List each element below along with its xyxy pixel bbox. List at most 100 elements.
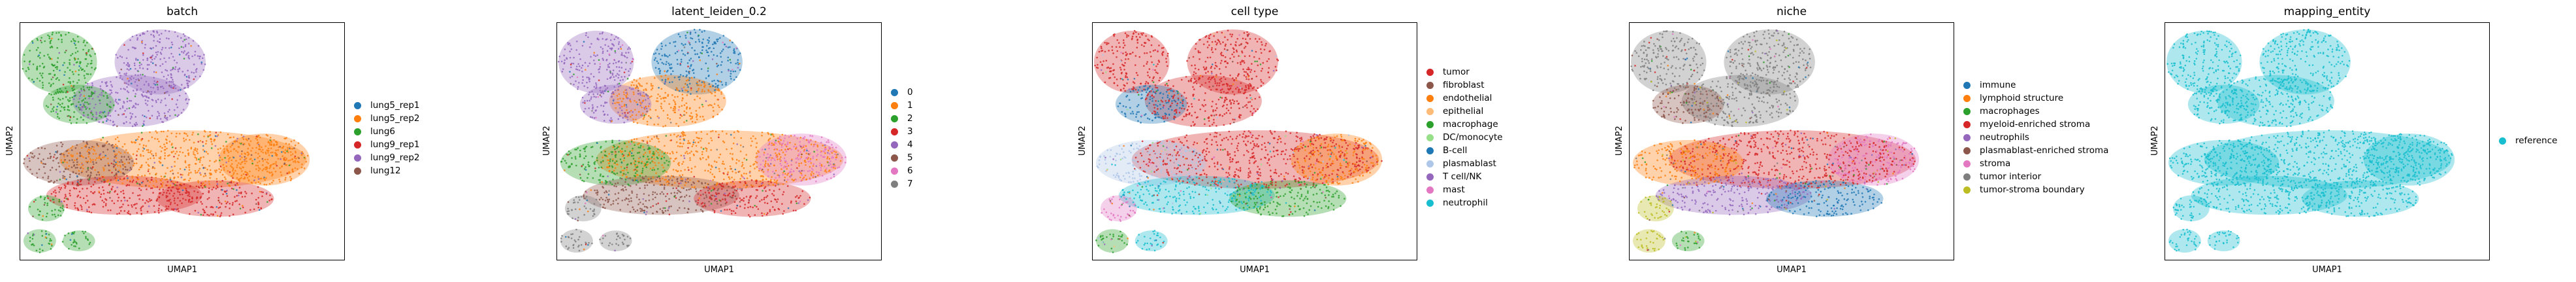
data-point [291, 169, 293, 171]
data-point [233, 156, 235, 159]
legend-marker [891, 141, 898, 149]
data-point [603, 120, 605, 122]
data-point [206, 168, 208, 171]
data-point [681, 105, 683, 107]
data-point [230, 136, 232, 139]
data-point [77, 41, 80, 43]
data-point [700, 158, 702, 160]
data-point [604, 180, 607, 182]
data-point [91, 60, 93, 62]
data-point [592, 75, 595, 78]
data-point [711, 58, 714, 60]
data-point [643, 91, 645, 94]
data-point [129, 197, 131, 200]
data-point [650, 206, 652, 208]
data-point [84, 44, 86, 46]
data-point [280, 174, 283, 176]
data-point [683, 207, 686, 209]
data-point [150, 91, 153, 93]
data-point [148, 91, 150, 93]
data-point [145, 145, 147, 147]
data-point [703, 204, 706, 206]
data-point [178, 210, 180, 212]
data-point [49, 157, 52, 160]
data-point [103, 189, 105, 192]
data-point [136, 154, 138, 156]
data-point [73, 42, 76, 44]
data-point [673, 133, 675, 135]
data-point [723, 141, 726, 143]
data-point [784, 176, 786, 179]
data-point [58, 31, 60, 34]
data-point [630, 88, 633, 90]
data-point [621, 200, 624, 202]
data-point [669, 139, 671, 142]
data-point [143, 84, 146, 86]
data-point [67, 232, 70, 234]
data-point [674, 182, 676, 184]
data-point [677, 145, 679, 147]
data-point [696, 203, 698, 206]
data-point [262, 164, 264, 166]
data-point [94, 90, 96, 93]
data-point [48, 35, 50, 38]
data-point [697, 202, 699, 204]
data-point [59, 171, 61, 173]
data-point [107, 115, 109, 116]
data-point [621, 148, 623, 150]
data-point [782, 140, 785, 142]
data-point [778, 174, 781, 177]
data-point [114, 100, 117, 102]
data-point [150, 157, 152, 160]
data-point [609, 70, 611, 72]
data-point [593, 203, 596, 205]
data-point [602, 198, 604, 201]
data-point [604, 90, 605, 92]
data-point [223, 150, 225, 152]
data-point [764, 187, 765, 189]
data-point [155, 71, 157, 73]
data-point [762, 171, 765, 173]
data-point [84, 97, 86, 99]
data-point [170, 41, 173, 44]
data-point [787, 207, 790, 209]
data-point [142, 59, 144, 61]
data-point [156, 116, 159, 118]
data-point [51, 245, 53, 247]
data-point [123, 62, 125, 64]
data-point [749, 170, 751, 173]
data-point [29, 60, 31, 62]
data-point [266, 161, 268, 164]
data-point [108, 169, 110, 171]
data-point [803, 136, 806, 138]
data-point [166, 69, 169, 72]
data-point [630, 162, 632, 164]
data-point [583, 248, 585, 251]
data-point [216, 185, 218, 187]
data-point [245, 192, 248, 194]
data-point [727, 56, 730, 59]
data-point [164, 154, 167, 157]
data-point [257, 164, 259, 167]
data-point [686, 62, 689, 64]
data-point [169, 198, 171, 201]
data-point [754, 137, 756, 140]
data-point [259, 190, 261, 193]
data-point [1146, 61, 1148, 63]
data-point [64, 159, 66, 161]
data-point [166, 142, 168, 145]
data-point [814, 176, 816, 178]
data-point [91, 97, 94, 100]
data-point [588, 165, 590, 167]
data-point [619, 84, 622, 87]
data-point [231, 166, 233, 168]
data-point [782, 166, 785, 169]
data-point [134, 203, 137, 205]
data-point [266, 201, 268, 203]
data-point [657, 202, 660, 205]
data-point [49, 181, 51, 183]
data-point [239, 207, 242, 210]
data-point [619, 149, 622, 152]
data-point [571, 209, 573, 211]
data-point [227, 169, 229, 172]
